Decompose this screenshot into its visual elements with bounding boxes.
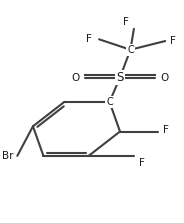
Text: F: F [123, 17, 129, 27]
Text: C: C [106, 97, 113, 107]
Text: F: F [163, 125, 169, 135]
Text: O: O [160, 72, 169, 83]
Text: F: F [86, 34, 92, 44]
Text: C: C [127, 45, 134, 55]
Text: O: O [71, 72, 80, 83]
Text: F: F [139, 158, 145, 168]
Text: S: S [116, 71, 124, 84]
Text: F: F [170, 36, 176, 46]
Text: Br: Br [2, 151, 14, 161]
